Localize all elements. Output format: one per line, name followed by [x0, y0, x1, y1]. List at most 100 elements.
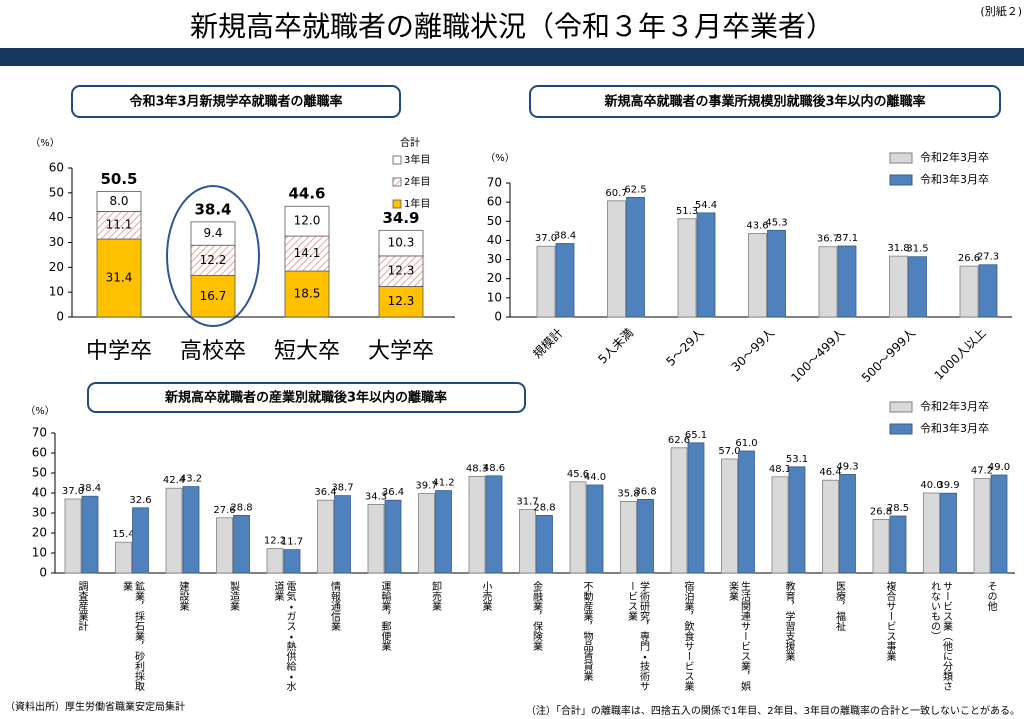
bar	[519, 509, 536, 574]
y-tick-label: 60	[32, 446, 47, 460]
x-tick-label: 運輸業，郵便業	[379, 581, 390, 651]
value-label: 26.6	[958, 253, 980, 264]
bar	[555, 243, 575, 318]
bar	[738, 450, 755, 574]
x-tick-label: 100～499人	[788, 326, 847, 385]
bar	[266, 548, 284, 574]
bar	[670, 447, 688, 574]
legend-label: 令和2年3月卒	[920, 150, 989, 164]
x-tick-label: 短大卒	[274, 339, 340, 364]
y-axis-label: （%）	[30, 137, 60, 149]
bar	[586, 484, 604, 574]
value-label: 42.4	[163, 475, 185, 486]
legend-swatch	[889, 174, 913, 186]
source: （資料出所）厚生労働省職業安定局集計	[5, 700, 185, 713]
bar-segment	[378, 229, 424, 257]
legend-swatch	[889, 423, 913, 435]
value-label: 43.2	[180, 474, 202, 485]
bar	[334, 495, 351, 574]
bar	[990, 474, 1008, 574]
x-tick-label: 製造業	[227, 581, 239, 611]
bar	[165, 487, 183, 574]
value-label: 36.4	[314, 487, 336, 498]
value-label: 54.4	[695, 200, 717, 211]
x-tick-label: 高校卒	[180, 339, 246, 364]
value-label: 40.0	[920, 480, 942, 491]
value-label: 12.2	[264, 536, 286, 547]
value-label: 36.4	[382, 487, 404, 498]
page-title: 新規高卒就職者の離職状況（令和３年３月卒業者）	[190, 10, 834, 43]
value-label: 44.0	[584, 472, 606, 483]
bar	[132, 507, 149, 574]
value-label: 48.6	[483, 463, 505, 474]
y-tick-label: 0	[56, 310, 64, 324]
bar	[81, 495, 99, 574]
bar	[418, 493, 435, 574]
bar	[973, 478, 991, 574]
legend-swatch	[392, 199, 402, 209]
x-tick-label: 情報通信業	[328, 581, 340, 631]
y-tick-label: 20	[487, 271, 502, 285]
bar	[64, 498, 82, 574]
value-label: 28.8	[533, 502, 555, 513]
bar-segment	[190, 275, 236, 318]
value-label: 49.3	[836, 461, 858, 472]
value-label: 60.7	[605, 188, 627, 199]
total-label: 38.4	[194, 200, 231, 218]
x-tick-label: 鉱業，採石業，砂利採取業	[120, 581, 144, 691]
bar	[872, 519, 890, 574]
y-tick-label: 10	[487, 290, 502, 304]
value-label: 53.1	[786, 454, 808, 465]
value-label: 36.7	[817, 234, 839, 245]
x-tick-label: 卸売業	[429, 581, 441, 611]
legend-label: 3年目	[404, 153, 430, 166]
x-tick-label: その他	[985, 581, 996, 611]
value-label: 15.4	[112, 529, 134, 540]
value-label: 48.1	[769, 464, 791, 475]
bar-segment	[284, 270, 330, 318]
value-label: 31.8	[887, 243, 909, 254]
value-label: 37.0	[62, 486, 84, 497]
bar-segment	[284, 235, 330, 272]
title-box	[87, 382, 526, 413]
value-label: 37.1	[836, 233, 858, 244]
legend-label: 2年目	[404, 175, 430, 188]
value-label: 12.0	[294, 214, 321, 228]
y-axis-label: （%）	[25, 405, 55, 417]
y-tick-label: 30	[487, 252, 502, 266]
legend-label: 令和3年3月卒	[920, 172, 989, 186]
x-tick-label: 学術研究，専門・技術サービス業	[625, 581, 649, 691]
x-tick-label: 中学卒	[86, 339, 152, 364]
value-label: 11.7	[281, 537, 303, 548]
value-label: 31.4	[106, 271, 133, 285]
bar	[620, 500, 637, 574]
value-label: 38.4	[554, 230, 576, 241]
bar	[607, 200, 626, 318]
y-tick-label: 20	[32, 526, 47, 540]
y-tick-label: 40	[487, 233, 502, 247]
bar	[959, 265, 979, 318]
bar	[468, 475, 486, 574]
total-label: 50.5	[100, 170, 137, 188]
x-tick-label: 5～29人	[664, 326, 707, 369]
y-tick-label: 50	[32, 466, 47, 480]
bar	[569, 481, 587, 574]
bar	[767, 229, 786, 318]
value-label: 31.5	[906, 244, 928, 255]
bar	[818, 246, 838, 318]
bar	[115, 541, 132, 574]
value-label: 11.1	[106, 218, 133, 232]
x-tick-label: 医療，福祉	[833, 581, 845, 631]
value-label: 18.5	[294, 287, 321, 301]
value-label: 28.5	[887, 503, 909, 514]
value-label: 62.6	[668, 435, 690, 446]
bar	[536, 245, 556, 318]
bar-segment	[96, 238, 142, 318]
y-tick-label: 60	[49, 161, 64, 175]
y-tick-label: 0	[494, 310, 502, 324]
y-tick-label: 30	[49, 235, 64, 249]
value-label: 51.3	[676, 206, 698, 217]
value-label: 31.7	[516, 497, 538, 508]
